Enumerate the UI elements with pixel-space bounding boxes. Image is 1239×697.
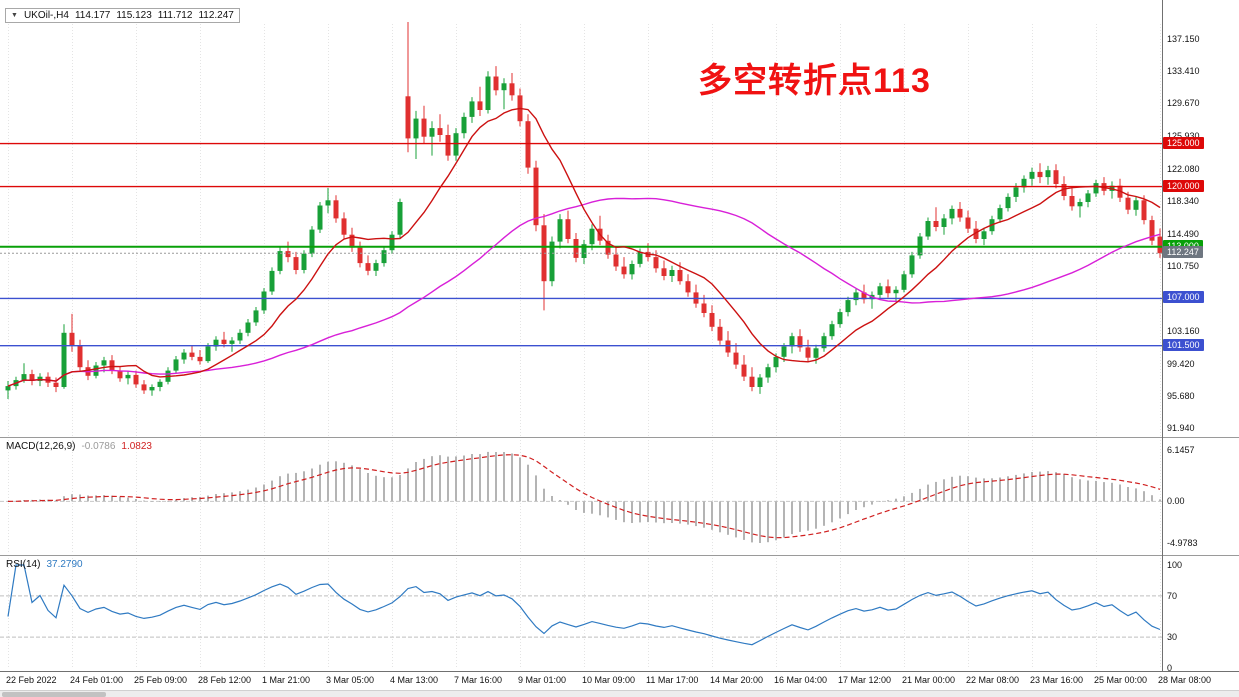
- time-tick-label: 21 Mar 00:00: [902, 675, 956, 685]
- time-tick-label: 9 Mar 01:00: [518, 675, 567, 685]
- time-tick-label: 25 Mar 00:00: [1094, 675, 1148, 685]
- time-tick-label: 4 Mar 13:00: [390, 675, 439, 685]
- macd-indicator-label: MACD(12,26,9) -0.0786 1.0823: [6, 441, 152, 452]
- chart-annotation-text: 多空转折点113: [698, 62, 931, 100]
- price-line-badge: 101.500: [1163, 338, 1204, 351]
- time-tick-label: 24 Feb 01:00: [70, 675, 124, 685]
- time-tick-label: 3 Mar 05:00: [326, 675, 375, 685]
- time-tick-label: 11 Mar 17:00: [646, 675, 699, 685]
- axis-tick-label: 0: [1167, 663, 1173, 673]
- panel-divider-macd[interactable]: [0, 436, 1239, 440]
- time-tick-label: 16 Mar 04:00: [774, 675, 828, 685]
- macd-main-value: -0.0786: [81, 441, 116, 452]
- scrollbar-thumb[interactable]: [2, 692, 106, 697]
- axis-tick-label: 70: [1167, 590, 1178, 601]
- rsi-label-text: RSI(14): [6, 559, 41, 570]
- chart-marker-icon: ▼: [11, 12, 18, 19]
- axis-tick-label: 30: [1167, 632, 1178, 643]
- price-line-badge: 120.000: [1163, 179, 1204, 192]
- axis-tick-label: 95.680: [1167, 390, 1195, 401]
- rsi-indicator-label: RSI(14) 37.2790: [6, 559, 83, 570]
- horizontal-scrollbar-track[interactable]: [0, 690, 1239, 697]
- axis-tick-label: 0.00: [1167, 496, 1185, 507]
- candlestick-chart[interactable]: [0, 0, 1239, 672]
- time-axis[interactable]: 22 Feb 2022 24 Feb 01:00 25 Feb 09:00 28 Fe…: [0, 672, 1239, 690]
- axis-tick-label: 100: [1167, 560, 1183, 570]
- panel-divider-rsi[interactable]: [0, 554, 1239, 558]
- axis-tick-label: 91.940: [1167, 422, 1195, 433]
- axis-tick-label: 118.340: [1167, 195, 1199, 206]
- time-tick-label: 28 Feb 12:00: [198, 675, 252, 685]
- price-axis[interactable]: 137.150 133.410 129.670 125.930 122.080 118.3…: [1163, 0, 1239, 673]
- time-tick-label: 23 Mar 16:00: [1030, 675, 1084, 685]
- axis-tick-label: 137.150: [1167, 34, 1200, 45]
- time-tick-label: 22 Mar 08:00: [966, 675, 1020, 685]
- axis-tick-label: 110.750: [1167, 261, 1199, 272]
- ohlc-open-value: 114.177: [74, 10, 111, 21]
- chart-title-box: ▼ UKOil-,H4 114.177 115.123 111.712 112.…: [5, 8, 240, 23]
- time-tick-label: 17 Mar 12:00: [838, 675, 892, 685]
- axis-tick-label: 133.410: [1167, 66, 1200, 77]
- time-tick-label: 25 Feb 09:00: [134, 675, 188, 685]
- ohlc-low-value: 111.712: [157, 10, 193, 21]
- axis-tick-label: 122.080: [1167, 163, 1200, 174]
- price-line-badge: 125.000: [1163, 136, 1204, 149]
- time-tick-label: 22 Feb 2022: [6, 675, 57, 685]
- macd-signal-value: 1.0823: [121, 441, 152, 452]
- axis-tick-label: 129.670: [1167, 98, 1200, 109]
- time-tick-label: 1 Mar 21:00: [262, 675, 311, 685]
- price-line-badge: 107.000: [1163, 291, 1204, 304]
- time-tick-label: 7 Mar 16:00: [454, 675, 503, 685]
- time-tick-label: 10 Mar 09:00: [582, 675, 636, 685]
- axis-tick-label: 103.160: [1167, 326, 1200, 337]
- axis-tick-label: 6.1457: [1167, 445, 1195, 455]
- ohlc-high-value: 115.123: [116, 10, 152, 21]
- axis-tick-label: 125.930: [1167, 130, 1200, 141]
- rsi-value: 37.2790: [46, 559, 83, 570]
- axis-tick-label: 114.490: [1167, 228, 1199, 239]
- time-tick-label: 28 Mar 08:00: [1158, 675, 1212, 685]
- time-tick-label: 14 Mar 20:00: [710, 675, 764, 685]
- axis-tick-label: -4.9783: [1167, 538, 1198, 548]
- symbol-timeframe-label: UKOil-,H4: [23, 10, 69, 21]
- axis-tick-label: 99.420: [1167, 358, 1195, 369]
- current-price-badge: 112.247: [1163, 246, 1203, 259]
- ohlc-close-value: 112.247: [198, 10, 234, 21]
- macd-label-text: MACD(12,26,9): [6, 441, 76, 452]
